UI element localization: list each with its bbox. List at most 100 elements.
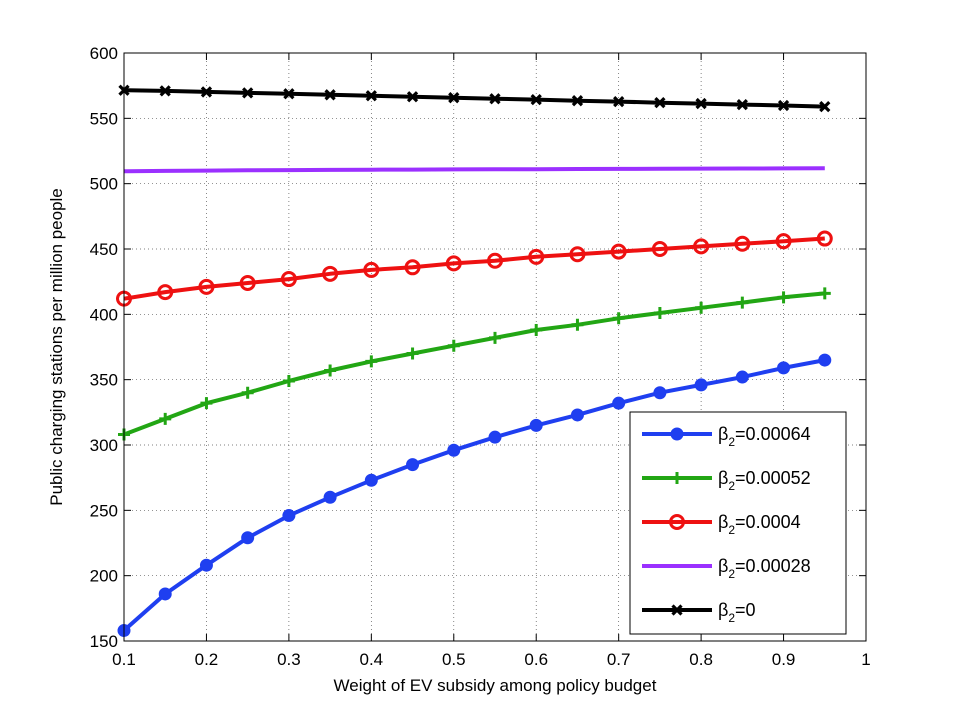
- plot-area: [123, 52, 867, 642]
- y-tick-label: 350: [90, 371, 118, 390]
- series-1: [117, 353, 832, 638]
- data-point: [280, 271, 297, 288]
- data-point: [199, 558, 213, 572]
- data-point: [447, 443, 461, 457]
- legend-label: β2=0.00028: [718, 556, 811, 581]
- legend-item: β2=0.00064: [642, 424, 811, 449]
- data-point: [364, 473, 378, 487]
- data-point: [695, 97, 707, 110]
- legend-label: β2=0.00064: [718, 424, 811, 449]
- legend-label: β2=0.00052: [718, 468, 811, 493]
- data-point: [283, 88, 295, 100]
- data-point: [654, 97, 666, 109]
- data-point: [241, 531, 255, 545]
- data-point: [323, 490, 337, 504]
- x-tick-label: 0.3: [277, 650, 301, 669]
- data-point: [406, 91, 419, 103]
- y-tick-label: 250: [90, 501, 118, 520]
- legend-item: β2=0.00052: [642, 468, 811, 493]
- data-point: [198, 278, 215, 295]
- series-5: [118, 84, 831, 113]
- data-point: [819, 100, 831, 113]
- data-point: [489, 331, 501, 344]
- data-point: [322, 265, 339, 282]
- x-tick-label: 0.5: [442, 650, 466, 669]
- x-tick-label: 0.8: [689, 650, 713, 669]
- data-point: [653, 307, 666, 320]
- y-axis-label: Public charging stations per million peo…: [47, 188, 66, 506]
- data-point: [736, 296, 749, 309]
- legend-marker: [671, 604, 683, 616]
- data-point: [447, 339, 460, 352]
- legend-item: β2=0: [642, 600, 756, 625]
- data-point: [777, 361, 791, 375]
- legend-marker: [671, 472, 683, 484]
- x-tick-label: 1: [861, 650, 870, 669]
- series-line: [122, 358, 826, 632]
- data-point: [570, 408, 584, 422]
- data-point: [777, 291, 790, 304]
- data-point: [365, 355, 378, 368]
- data-point: [612, 396, 626, 410]
- data-point: [613, 95, 625, 108]
- data-point: [816, 230, 833, 247]
- data-point: [488, 430, 502, 444]
- legend: β2=0.00064 β2=0.00052 β2=0.0004 β2=0.00028 β…: [629, 411, 847, 635]
- y-tick-label: 150: [90, 632, 118, 651]
- data-point: [818, 287, 831, 300]
- data-point: [569, 246, 586, 263]
- data-point: [610, 243, 627, 260]
- data-point: [571, 318, 584, 331]
- y-tick-label: 400: [90, 305, 118, 324]
- y-tick-label: 200: [90, 567, 118, 586]
- data-point: [653, 386, 667, 400]
- data-point: [693, 238, 710, 255]
- x-tick-label: 0.4: [360, 650, 384, 669]
- data-point: [159, 85, 171, 97]
- data-point: [282, 509, 296, 523]
- legend-marker: [670, 427, 684, 441]
- data-point: [404, 259, 421, 276]
- legend-marker: [669, 514, 685, 530]
- data-point: [694, 378, 708, 392]
- series-group: [116, 84, 833, 638]
- data-point: [777, 99, 790, 112]
- data-point: [200, 86, 213, 98]
- data-point: [200, 397, 213, 410]
- data-point: [406, 347, 419, 360]
- data-point: [571, 95, 584, 107]
- data-point: [695, 301, 708, 314]
- data-point: [529, 418, 543, 432]
- y-tick-label: 600: [90, 44, 118, 63]
- data-point: [241, 386, 254, 399]
- data-point: [487, 252, 503, 269]
- data-point: [612, 312, 625, 325]
- x-axis-label: Weight of EV subsidy among policy budget: [334, 676, 657, 695]
- data-point: [363, 261, 380, 278]
- legend-item: β2=0.00028: [642, 556, 811, 581]
- series-4: [123, 166, 825, 174]
- y-tick-label: 300: [90, 436, 118, 455]
- data-point: [448, 92, 460, 104]
- data-point: [239, 274, 256, 291]
- x-tick-label: 0.6: [524, 650, 548, 669]
- series-line: [123, 88, 825, 109]
- data-point: [651, 241, 668, 257]
- y-tick-label: 550: [90, 109, 118, 128]
- data-point: [282, 374, 295, 387]
- legend-item: β2=0.0004: [642, 512, 801, 537]
- data-point: [159, 412, 172, 425]
- legend-label: β2=0: [718, 600, 756, 625]
- series-line: [123, 236, 825, 301]
- x-tick-label: 0.2: [195, 650, 219, 669]
- y-tick-label: 500: [90, 175, 118, 194]
- data-point: [818, 353, 832, 367]
- data-point: [489, 93, 501, 105]
- x-tick-label: 0.9: [772, 650, 796, 669]
- data-point: [158, 587, 172, 601]
- data-point: [365, 90, 377, 102]
- data-point: [157, 284, 174, 301]
- data-point: [735, 370, 749, 384]
- data-point: [775, 233, 792, 250]
